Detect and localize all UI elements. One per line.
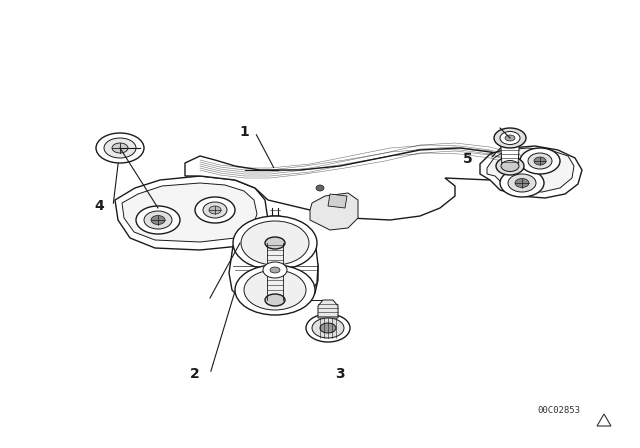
Ellipse shape bbox=[312, 318, 344, 338]
Ellipse shape bbox=[112, 143, 128, 153]
Polygon shape bbox=[115, 176, 268, 250]
Ellipse shape bbox=[528, 153, 552, 169]
Ellipse shape bbox=[265, 237, 285, 249]
Ellipse shape bbox=[104, 138, 136, 158]
Ellipse shape bbox=[263, 262, 287, 278]
Ellipse shape bbox=[270, 267, 280, 273]
Text: 1: 1 bbox=[239, 125, 249, 139]
Polygon shape bbox=[229, 240, 318, 304]
Ellipse shape bbox=[534, 157, 546, 165]
Ellipse shape bbox=[508, 174, 536, 192]
Ellipse shape bbox=[244, 270, 306, 310]
Polygon shape bbox=[328, 194, 347, 208]
Ellipse shape bbox=[505, 135, 515, 141]
Text: 4: 4 bbox=[94, 199, 104, 213]
Ellipse shape bbox=[316, 185, 324, 191]
Polygon shape bbox=[185, 148, 540, 220]
Polygon shape bbox=[318, 300, 338, 318]
Ellipse shape bbox=[195, 197, 235, 223]
Ellipse shape bbox=[209, 206, 221, 214]
Ellipse shape bbox=[306, 314, 350, 342]
Ellipse shape bbox=[496, 157, 524, 175]
Ellipse shape bbox=[203, 202, 227, 218]
Text: 5: 5 bbox=[463, 152, 473, 166]
Ellipse shape bbox=[151, 215, 165, 224]
Text: 2: 2 bbox=[190, 367, 200, 381]
Ellipse shape bbox=[520, 148, 560, 174]
Ellipse shape bbox=[136, 206, 180, 234]
Ellipse shape bbox=[515, 178, 529, 188]
Polygon shape bbox=[122, 183, 257, 242]
Text: 3: 3 bbox=[335, 367, 345, 381]
Ellipse shape bbox=[501, 160, 519, 172]
Ellipse shape bbox=[241, 221, 309, 265]
Polygon shape bbox=[310, 193, 358, 230]
Text: 00C02853: 00C02853 bbox=[537, 405, 580, 414]
Ellipse shape bbox=[235, 265, 315, 315]
Ellipse shape bbox=[233, 216, 317, 270]
Polygon shape bbox=[487, 148, 574, 192]
Ellipse shape bbox=[96, 133, 144, 163]
Ellipse shape bbox=[265, 294, 285, 306]
Ellipse shape bbox=[500, 132, 520, 145]
Ellipse shape bbox=[500, 169, 544, 197]
Polygon shape bbox=[480, 146, 582, 198]
Ellipse shape bbox=[320, 323, 336, 333]
Polygon shape bbox=[501, 138, 519, 166]
Ellipse shape bbox=[144, 211, 172, 229]
Ellipse shape bbox=[494, 128, 526, 148]
